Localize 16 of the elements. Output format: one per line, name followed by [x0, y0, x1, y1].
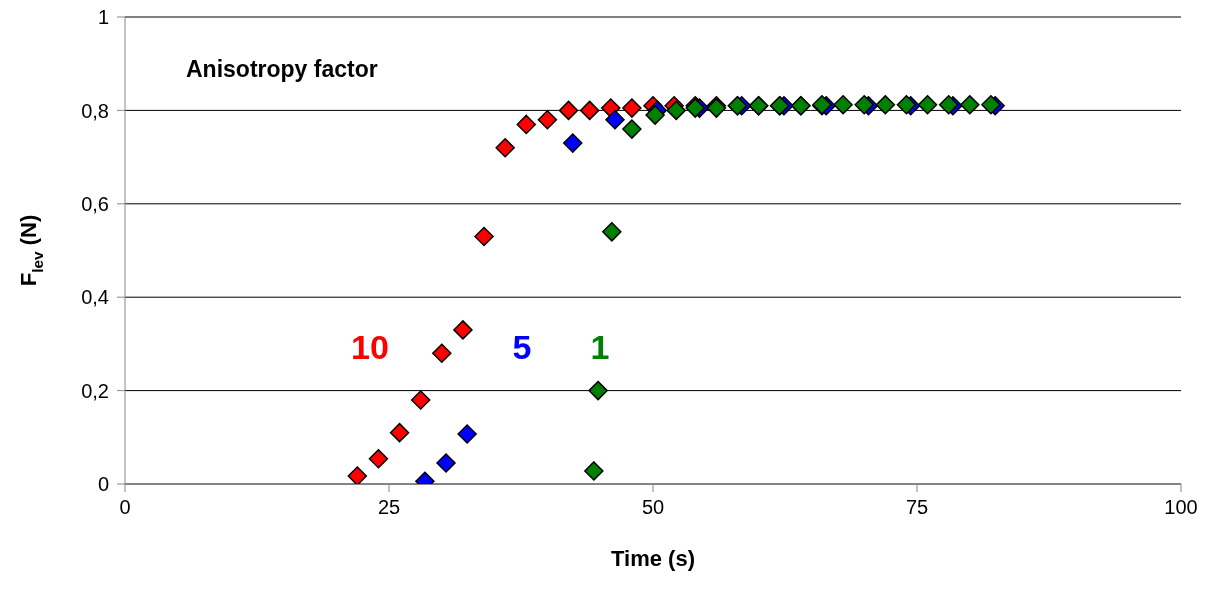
text: Anisotropy factor: [186, 56, 378, 83]
y-tick-label: 0,6: [81, 192, 109, 215]
y-tick-label: 0,4: [81, 286, 109, 309]
y-tick-label: 0,8: [81, 99, 109, 122]
x-tick-label: 50: [641, 496, 665, 519]
series-label: 10: [351, 328, 389, 366]
y-tick-label: 1: [97, 6, 109, 29]
y-tick-label: 0: [97, 473, 109, 496]
x-tick-label: 100: [1164, 496, 1198, 519]
series-label: 1: [590, 328, 610, 366]
x-tick-label: 0: [119, 496, 131, 519]
x-axis-title: Time (s): [611, 546, 695, 571]
x-tick-label: 75: [905, 496, 929, 519]
x-tick-label: 25: [377, 496, 401, 519]
y-tick-label: 0,2: [81, 379, 109, 402]
text: 5: [512, 328, 532, 366]
